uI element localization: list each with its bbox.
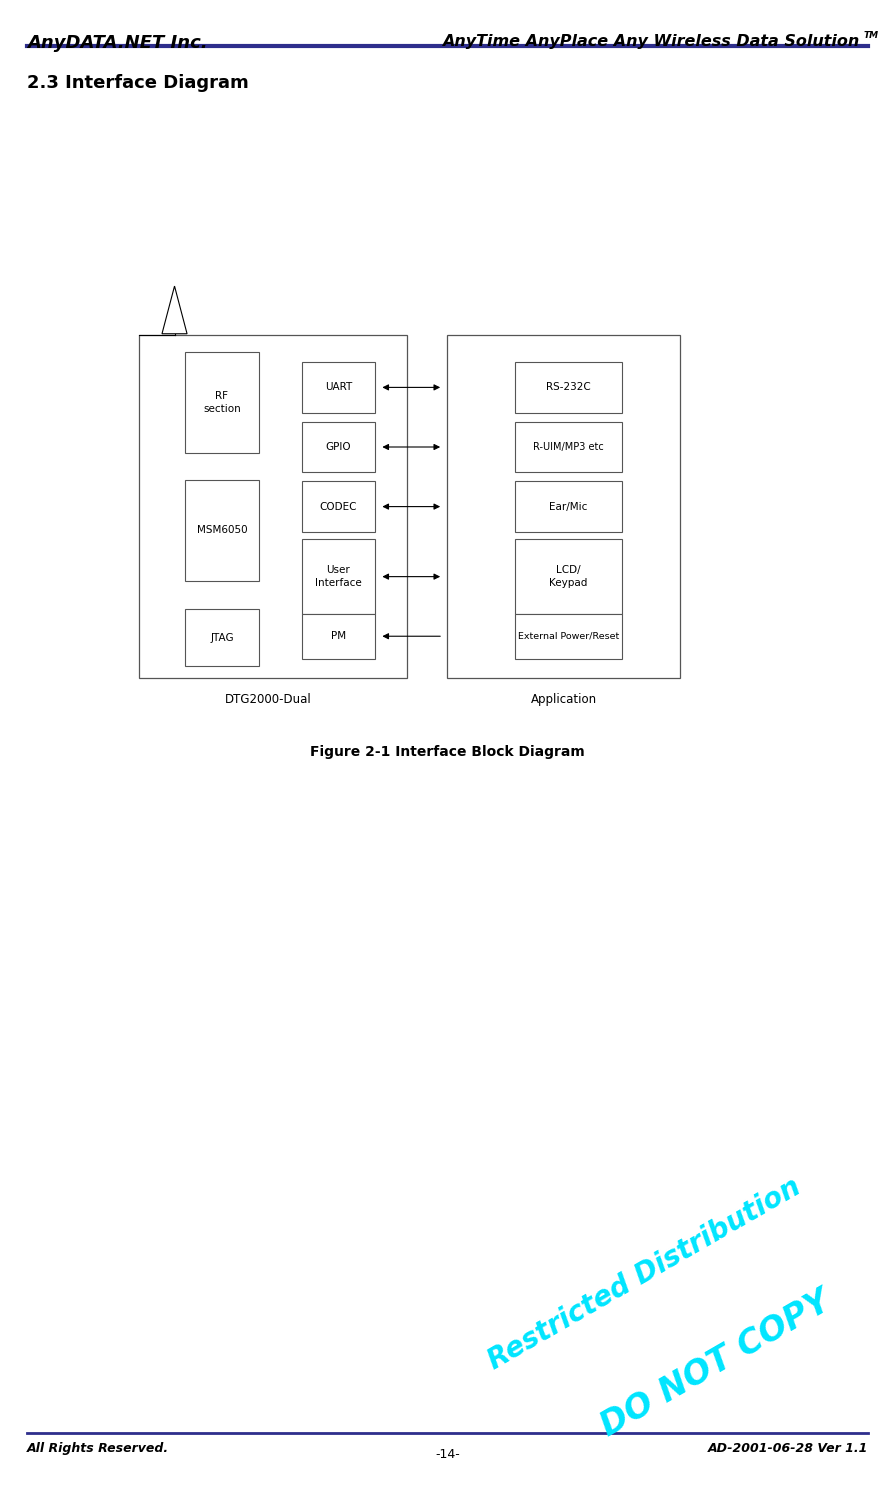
Bar [185, 352, 258, 453]
Bar [301, 539, 375, 614]
Text: All Rights Reserved.: All Rights Reserved. [27, 1442, 169, 1456]
Bar [514, 422, 621, 472]
Text: RF
section: RF section [203, 390, 240, 414]
Text: Application: Application [530, 693, 596, 706]
Text: AnyDATA.NET Inc.: AnyDATA.NET Inc. [27, 34, 207, 52]
Text: User
Interface: User Interface [315, 565, 361, 589]
Text: GPIO: GPIO [325, 443, 350, 451]
Bar [301, 481, 375, 532]
Bar [185, 480, 258, 581]
Bar [514, 539, 621, 614]
Text: Figure 2-1 Interface Block Diagram: Figure 2-1 Interface Block Diagram [310, 745, 584, 758]
Bar [514, 481, 621, 532]
Text: LCD/
Keypad: LCD/ Keypad [549, 565, 586, 589]
Text: External Power/Reset: External Power/Reset [517, 632, 619, 641]
Text: TM: TM [863, 31, 878, 40]
Bar [514, 362, 621, 413]
Text: JTAG: JTAG [210, 633, 233, 642]
Bar [447, 335, 679, 678]
Bar [139, 335, 407, 678]
Text: 2.3 Interface Diagram: 2.3 Interface Diagram [27, 74, 249, 92]
Text: -14-: -14- [434, 1448, 460, 1462]
Text: DO NOT COPY: DO NOT COPY [595, 1284, 836, 1442]
Text: PM: PM [331, 632, 345, 641]
Text: CODEC: CODEC [319, 502, 357, 511]
Text: AD-2001-06-28 Ver 1.1: AD-2001-06-28 Ver 1.1 [707, 1442, 867, 1456]
Text: MSM6050: MSM6050 [197, 526, 247, 535]
Bar [301, 362, 375, 413]
Text: Ear/Mic: Ear/Mic [549, 502, 586, 511]
Bar [301, 422, 375, 472]
Text: R-UIM/MP3 etc: R-UIM/MP3 etc [532, 443, 603, 451]
Bar [185, 609, 258, 666]
Text: DTG2000-Dual: DTG2000-Dual [225, 693, 311, 706]
Text: RS-232C: RS-232C [545, 383, 590, 392]
Bar [301, 614, 375, 659]
Text: UART: UART [325, 383, 351, 392]
Text: Restricted Distribution: Restricted Distribution [483, 1173, 805, 1375]
Bar [514, 614, 621, 659]
Text: AnyTime AnyPlace Any Wireless Data Solution: AnyTime AnyPlace Any Wireless Data Solut… [442, 34, 858, 49]
